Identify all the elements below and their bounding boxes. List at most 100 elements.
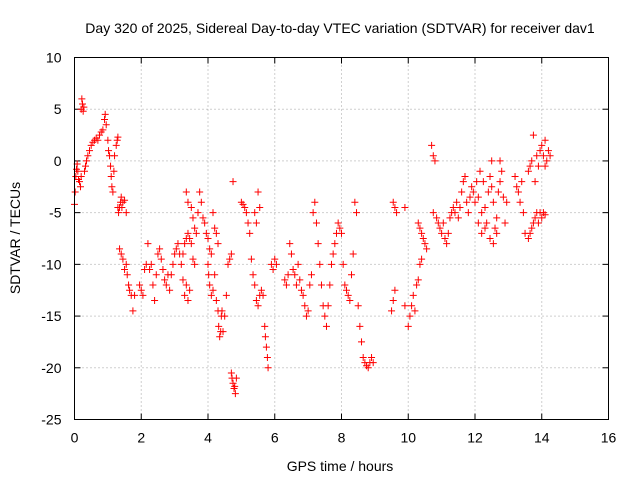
data-point xyxy=(261,322,269,330)
data-point xyxy=(498,167,506,175)
data-point xyxy=(215,322,223,330)
data-point xyxy=(353,209,361,217)
data-point xyxy=(74,167,82,175)
data-point xyxy=(184,229,192,237)
chart-title: Day 320 of 2025, Sidereal Day-to-day VTE… xyxy=(85,20,595,36)
data-point xyxy=(282,281,290,289)
data-point xyxy=(359,353,367,361)
data-point xyxy=(302,312,310,320)
data-point xyxy=(246,229,254,237)
data-point xyxy=(87,141,95,149)
data-point xyxy=(229,178,237,186)
data-point xyxy=(368,353,376,361)
y-tick-label: 10 xyxy=(46,50,62,66)
x-axis-label: GPS time / hours xyxy=(287,458,394,474)
data-point xyxy=(493,229,501,237)
data-point xyxy=(125,281,133,289)
data-point xyxy=(344,291,352,299)
data-point xyxy=(528,157,536,165)
x-tick-label: 4 xyxy=(204,430,212,446)
data-point xyxy=(162,281,170,289)
data-point xyxy=(123,271,131,279)
data-point xyxy=(206,245,214,253)
data-point xyxy=(154,250,162,258)
data-point xyxy=(466,193,474,201)
data-point xyxy=(339,260,347,268)
data-point xyxy=(406,312,414,320)
data-point xyxy=(416,224,424,232)
data-point xyxy=(463,198,471,206)
data-point xyxy=(409,291,417,299)
data-point xyxy=(252,297,260,305)
data-point xyxy=(488,183,496,191)
data-point xyxy=(179,250,187,258)
data-point xyxy=(418,229,426,237)
data-point xyxy=(122,209,130,217)
data-point xyxy=(421,240,429,248)
data-point xyxy=(112,141,120,149)
data-point xyxy=(244,219,252,227)
data-point xyxy=(474,219,482,227)
data-point xyxy=(111,152,119,160)
data-point xyxy=(428,141,436,149)
data-point xyxy=(314,240,322,248)
data-point xyxy=(404,322,412,330)
x-tick-label: 0 xyxy=(71,430,79,446)
data-point xyxy=(514,188,522,196)
y-tick-label: -10 xyxy=(41,256,61,272)
data-point xyxy=(187,203,195,211)
data-point xyxy=(264,364,272,372)
data-point xyxy=(528,224,536,232)
y-tick-label: -20 xyxy=(41,360,61,376)
data-point xyxy=(496,157,504,165)
data-point xyxy=(108,183,116,191)
data-point xyxy=(311,198,319,206)
data-point xyxy=(526,162,534,170)
data-point xyxy=(459,178,467,186)
data-point xyxy=(296,276,304,284)
data-point xyxy=(469,188,477,196)
data-point xyxy=(104,136,112,144)
data-point xyxy=(161,276,169,284)
y-axis-label: SDTVAR / TECUs xyxy=(7,182,23,294)
data-point xyxy=(481,224,489,232)
data-point xyxy=(101,110,109,118)
data-point xyxy=(83,157,91,165)
data-point xyxy=(105,147,113,155)
data-point xyxy=(71,188,79,196)
data-point xyxy=(284,271,292,279)
data-point xyxy=(414,276,422,284)
data-point xyxy=(458,188,466,196)
data-point xyxy=(199,214,207,222)
data-point xyxy=(533,152,541,160)
data-point xyxy=(292,281,300,289)
data-point xyxy=(343,286,351,294)
data-point xyxy=(304,307,312,315)
data-point xyxy=(218,307,226,315)
data-point xyxy=(419,235,427,242)
data-point xyxy=(326,281,334,289)
data-point xyxy=(468,183,476,191)
data-point xyxy=(534,219,542,227)
data-point xyxy=(393,209,401,217)
data-point xyxy=(538,214,546,222)
x-tick-label: 6 xyxy=(271,430,279,446)
data-point xyxy=(297,286,305,294)
data-point xyxy=(166,286,174,294)
data-point xyxy=(207,291,215,299)
data-point xyxy=(538,141,546,149)
data-point xyxy=(389,198,397,206)
x-tick-label: 8 xyxy=(338,430,346,446)
data-point xyxy=(251,209,259,217)
data-point xyxy=(156,245,164,253)
data-point xyxy=(172,245,180,253)
data-point xyxy=(186,286,194,294)
data-point xyxy=(79,100,87,108)
data-point xyxy=(369,359,377,367)
data-point xyxy=(519,209,527,217)
data-point xyxy=(107,162,115,170)
data-point xyxy=(119,255,127,263)
data-point xyxy=(271,255,279,263)
data-point xyxy=(226,255,234,263)
